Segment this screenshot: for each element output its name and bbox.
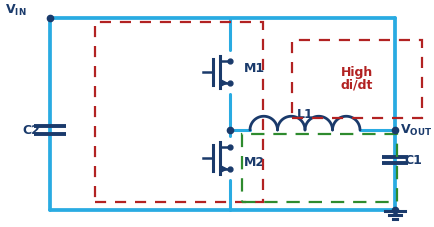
- Text: $\mathbf{V_{OUT}}$: $\mathbf{V_{OUT}}$: [399, 122, 431, 138]
- Text: C1: C1: [403, 153, 421, 166]
- Bar: [241, 134, 396, 202]
- Polygon shape: [220, 166, 227, 172]
- Text: M1: M1: [243, 62, 264, 74]
- Text: High: High: [340, 66, 372, 79]
- Text: C2: C2: [22, 123, 40, 136]
- Bar: [95, 22, 263, 202]
- Polygon shape: [220, 80, 227, 86]
- Text: $\mathbf{V_{IN}}$: $\mathbf{V_{IN}}$: [5, 2, 26, 17]
- Text: M2: M2: [243, 155, 264, 168]
- Text: L1: L1: [296, 109, 312, 121]
- Bar: [291, 40, 421, 118]
- Text: di/dt: di/dt: [340, 78, 372, 91]
